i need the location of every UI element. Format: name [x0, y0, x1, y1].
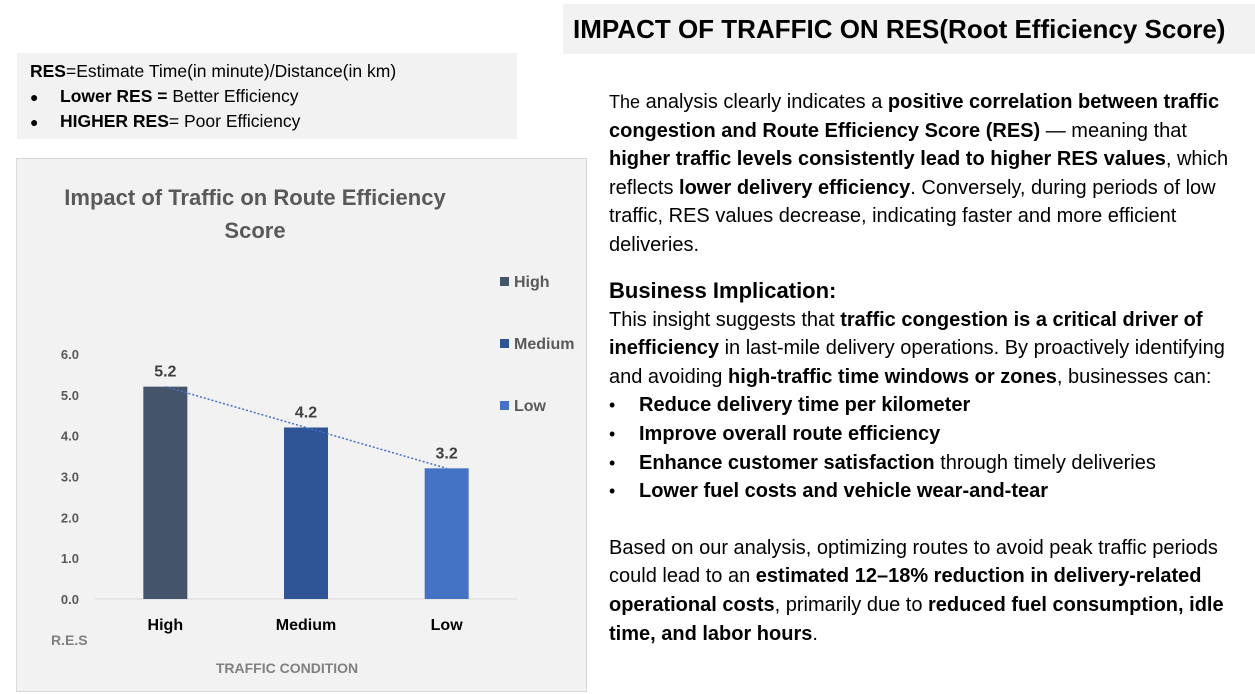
x-tick-label: High: [148, 617, 184, 634]
bullet-text: = Poor Efficiency: [168, 111, 301, 131]
y-axis-title: R.E.S: [51, 632, 88, 648]
bar-medium: [284, 427, 328, 599]
emphasis-text: traffic congestion is a critical driver …: [609, 308, 1203, 360]
bullet-bold: Lower RES =: [60, 86, 168, 106]
chart-title-line: Impact of Traffic on Route Efficiency: [64, 185, 446, 210]
legend-swatch: [500, 401, 509, 410]
emphasis-text: Lower fuel costs and vehicle wear-and-te…: [639, 480, 1049, 503]
chart-frame: Impact of Traffic on Route Efficiency Sco…: [16, 158, 587, 692]
benefit-item: Reduce delivery time per kilometer: [609, 391, 1249, 420]
bar-low: [424, 468, 469, 599]
conclusion-paragraph: Based on our analysis, optimizing routes…: [609, 534, 1249, 648]
emphasis-text: estimated 12–18% reduction in delivery-r…: [609, 565, 1202, 616]
body-text: , primarily due to: [774, 593, 928, 616]
bar-chart: Impact of Traffic on Route Efficiency Sco…: [51, 185, 574, 676]
analysis-text: The analysis clearly indicates a positiv…: [609, 88, 1249, 648]
res-definition-bullet: ● Lower RES = Better Efficiency: [30, 84, 517, 109]
body-text: — meaning that: [1040, 119, 1187, 142]
bullet-bold: HIGHER RES: [60, 111, 169, 131]
emphasis-text: Improve overall route efficiency: [639, 422, 941, 445]
benefit-item: Enhance customer satisfaction through ti…: [609, 449, 1249, 478]
y-tick-label: 5.0: [61, 388, 79, 403]
emphasis-text: Reduce delivery time per kilometer: [639, 394, 971, 417]
body-text: through timely deliveries: [934, 451, 1156, 474]
emphasis-text: reduced fuel consumption, idle time, and…: [609, 593, 1224, 645]
legend-label: High: [514, 274, 550, 291]
x-axis-title: TRAFFIC CONDITION: [216, 660, 358, 676]
chart-title-line: Score: [224, 218, 285, 243]
data-label: 5.2: [154, 364, 176, 381]
legend-swatch: [500, 277, 509, 286]
emphasis-text: higher traffic levels consistently lead …: [609, 148, 1166, 171]
benefit-item: Improve overall route efficiency: [609, 420, 1249, 449]
y-tick-label: 4.0: [61, 429, 79, 444]
bullet-icon: ●: [30, 114, 39, 130]
body-text: analysis clearly indicates a: [640, 91, 888, 113]
x-tick-label: Medium: [276, 617, 336, 634]
bullet-text: Better Efficiency: [167, 86, 299, 106]
legend-swatch: [500, 339, 509, 348]
res-definition-box: RES=Estimate Time(in minute)/Distance(in…: [17, 53, 517, 139]
y-tick-label: 3.0: [61, 470, 79, 485]
body-text: .: [812, 622, 818, 645]
body-text: Based on our analysis, optimizing routes…: [609, 536, 1218, 588]
benefits-list: Reduce delivery time per kilometer Improv…: [609, 391, 1249, 505]
trendline: [165, 385, 447, 470]
data-label: 3.2: [436, 445, 458, 462]
x-tick-label: Low: [431, 617, 464, 634]
emphasis-text: lower delivery efficiency: [679, 176, 911, 199]
res-definition-bullet: ● HIGHER RES= Poor Efficiency: [30, 109, 517, 134]
emphasis-text: positive correlation between traffic con…: [609, 91, 1220, 142]
legend-label: Low: [514, 398, 547, 415]
emphasis-text: high-traffic time windows or zones: [727, 365, 1057, 388]
body-text: , which reflects: [609, 148, 1229, 199]
implication-paragraph: This insight suggests that traffic conge…: [609, 306, 1249, 392]
body-text: . Conversely, during periods of low traf…: [609, 176, 1216, 256]
y-tick-label: 2.0: [61, 510, 79, 525]
slide-title: IMPACT OF TRAFFIC ON RES(Root Efficiency…: [563, 4, 1255, 54]
body-text: This insight suggests that: [609, 308, 841, 331]
res-term: RES: [30, 61, 66, 81]
business-implication-heading: Business Implication:: [609, 277, 837, 303]
bullet-icon: ●: [30, 89, 39, 105]
emphasis-text: Enhance customer satisfaction: [639, 451, 935, 474]
analysis-paragraph: The analysis clearly indicates a positiv…: [609, 88, 1249, 260]
data-label: 4.2: [295, 405, 317, 422]
res-definition-formula: RES=Estimate Time(in minute)/Distance(in…: [30, 59, 517, 84]
body-text: in last-mile delivery operations. By pro…: [609, 337, 1225, 388]
y-tick-label: 0.0: [61, 592, 79, 607]
legend-label: Medium: [514, 336, 574, 353]
res-formula: =Estimate Time(in minute)/Distance(in km…: [65, 61, 397, 81]
bar-high: [143, 386, 188, 599]
y-tick-label: 1.0: [61, 551, 79, 566]
body-text: , businesses can:: [1056, 365, 1212, 388]
y-tick-label: 6.0: [61, 347, 79, 362]
body-text: The: [609, 92, 641, 112]
benefit-item: Lower fuel costs and vehicle wear-and-te…: [609, 477, 1249, 506]
